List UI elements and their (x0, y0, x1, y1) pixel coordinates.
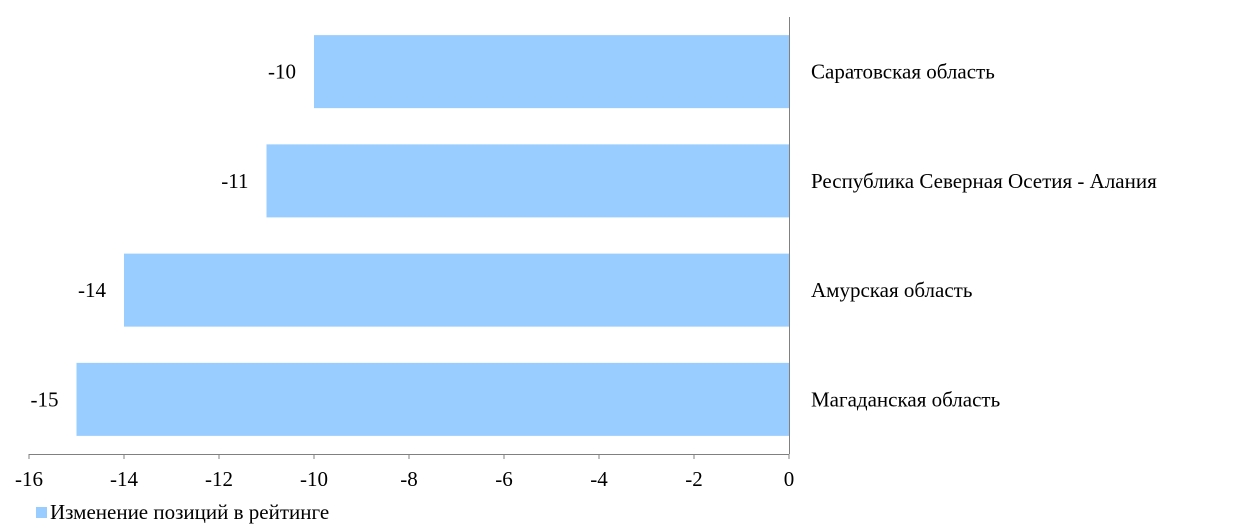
x-tick-label: -14 (110, 467, 138, 491)
bar (314, 35, 789, 109)
data-label: -10 (268, 60, 296, 84)
x-tick-label: -2 (685, 467, 703, 491)
x-tick-label: -4 (590, 467, 608, 491)
legend-label: Изменение позиций в рейтинге (50, 500, 330, 524)
category-label: Саратовская область (811, 60, 995, 84)
x-tick-label: -16 (15, 467, 43, 491)
bar (124, 253, 789, 327)
x-tick-label: -6 (495, 467, 513, 491)
category-label: Амурская область (811, 278, 972, 302)
x-tick-label: -8 (400, 467, 418, 491)
x-tick-label: 0 (784, 467, 795, 491)
x-tick-label: -10 (300, 467, 328, 491)
category-label: Магаданская область (811, 387, 1000, 411)
data-label: -14 (78, 278, 106, 302)
x-tick-label: -12 (205, 467, 233, 491)
bar (76, 362, 789, 436)
bar (266, 144, 789, 218)
data-label: -15 (31, 387, 59, 411)
legend: Изменение позиций в рейтинге (36, 501, 329, 523)
category-label: Республика Северная Осетия - Алания (811, 169, 1157, 193)
legend-swatch (36, 506, 47, 518)
data-label: -11 (221, 169, 248, 193)
